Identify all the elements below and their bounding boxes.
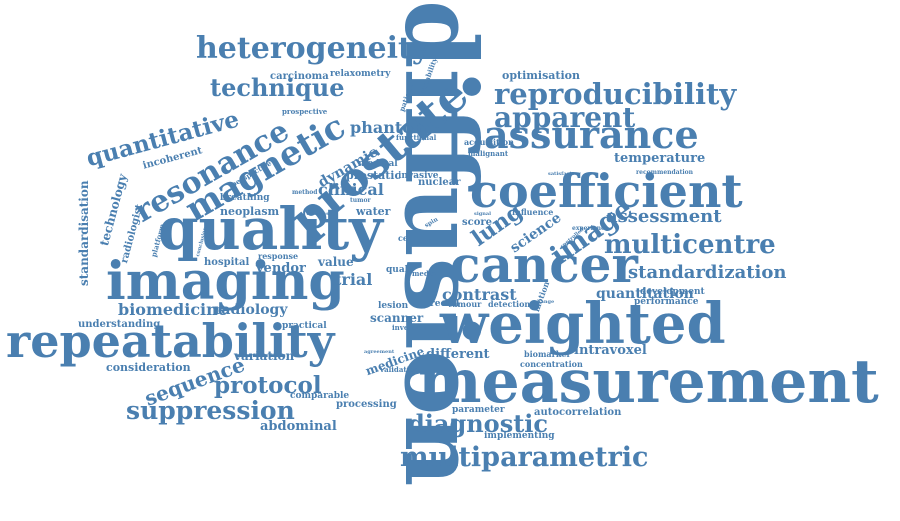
word-diagnostic: diagnostic [408,409,549,438]
word-method: method [292,189,318,196]
word-media: media [412,269,436,278]
word-echo: echo [420,237,439,246]
word-standardization: standardization [628,262,787,283]
word-practical: practical [282,321,327,331]
word-weighted: weighted [440,291,726,357]
word-influence: influence [512,207,554,217]
word-suppression: suppression [126,396,295,425]
word-response: response [258,251,299,261]
word-carcinoma: carcinoma [270,71,329,82]
word-signal: signal [474,211,491,217]
word-quantitation: quantitation [596,286,694,302]
word-radiology: radiology [214,302,288,318]
word-comparable: comparable [290,391,350,401]
word-qual: qual [386,265,409,275]
word-clinical: clinical [318,180,384,199]
word-invasive: invasive [398,171,439,181]
word-hospital: hospital [204,257,250,268]
word-optimisation: optimisation [502,69,581,82]
word-variation: variation [234,349,295,363]
word-inversion: inversion [392,323,429,332]
word-functional: functional [396,133,437,142]
word-intravoxel: intravoxel [574,343,647,358]
word-understanding: understanding [78,319,161,330]
word-nuclear: nuclear [418,177,461,188]
word-score: score [462,217,493,228]
word-apparent: apparent [494,101,636,134]
word-rectal: rectal [430,299,460,309]
word-standardisation: standardisation [77,180,91,286]
word-performance: performance [634,297,699,307]
word-neoplasm: neoplasm [220,205,280,218]
word-validation: validation [380,365,420,374]
word-multicentre: multicentre [604,230,776,260]
word-assurance: assurance [484,112,699,157]
word-protocol: protocol [214,372,322,399]
word-malignant: malignant [468,149,509,158]
word-cancer: cancer [450,235,638,294]
word-biomedicine: biomedicine [118,300,228,319]
word-contrast: contrast [442,285,517,304]
word-whereas: whereas [306,211,329,217]
word-tumor: tumor [350,197,371,204]
word-repeatability: repeatability [6,314,335,368]
word-different: different [426,347,490,362]
word-coefficient: coefficient [470,164,743,218]
word-lesion: lesion [378,301,409,311]
word-experience: experience [572,225,609,232]
word-reproducibility: reproducibility [494,77,737,111]
word-imaging: imaging [106,251,345,312]
word-parameter: parameter [452,405,505,415]
word-implementing: implementing [484,431,555,441]
word-breathing: breathing [220,193,270,203]
word-prospective: prospective [282,107,328,116]
word-development: development [640,287,705,297]
word-technology: technology [97,172,130,248]
word-quality: quality [158,195,383,263]
word-acquisition: acquisition [464,137,514,147]
word-measurement: measurement [418,347,879,417]
word-temperature: temperature [614,151,706,166]
word-technique: technique [210,73,345,102]
word-vendor: vendor [256,261,306,276]
word-assessment: assessment [606,206,722,227]
word-consideration: consideration [106,361,191,374]
word-prostatic: prostatic [346,169,402,182]
word-change: change [534,299,555,305]
word-value: value [318,255,354,269]
word-agreement: agreement [364,349,395,355]
word-multiparametric: multiparametric [400,442,649,473]
word-satisfactory: satisfactory [548,171,581,177]
word-heterogeneity: heterogeneity [196,31,430,66]
word-abdominal: abdominal [260,419,337,434]
word-cell: cell [398,233,415,243]
word-scanner: scanner [370,311,424,325]
word-trial: trial [334,270,373,289]
word-detection: detection [488,299,531,309]
word-recommendation: recommendation [636,169,694,176]
word-processing: processing [336,399,397,410]
word-water: water [356,205,391,218]
word-phantom: phantom [350,118,430,137]
word-medical: medical [358,159,398,169]
word-biomarker: biomarker [524,349,571,359]
word-concentration: concentration [520,359,583,369]
word-tumour: tumour [448,299,482,309]
word-autocorrelation: autocorrelation [534,407,622,418]
word-relaxometry: relaxometry [330,69,391,79]
